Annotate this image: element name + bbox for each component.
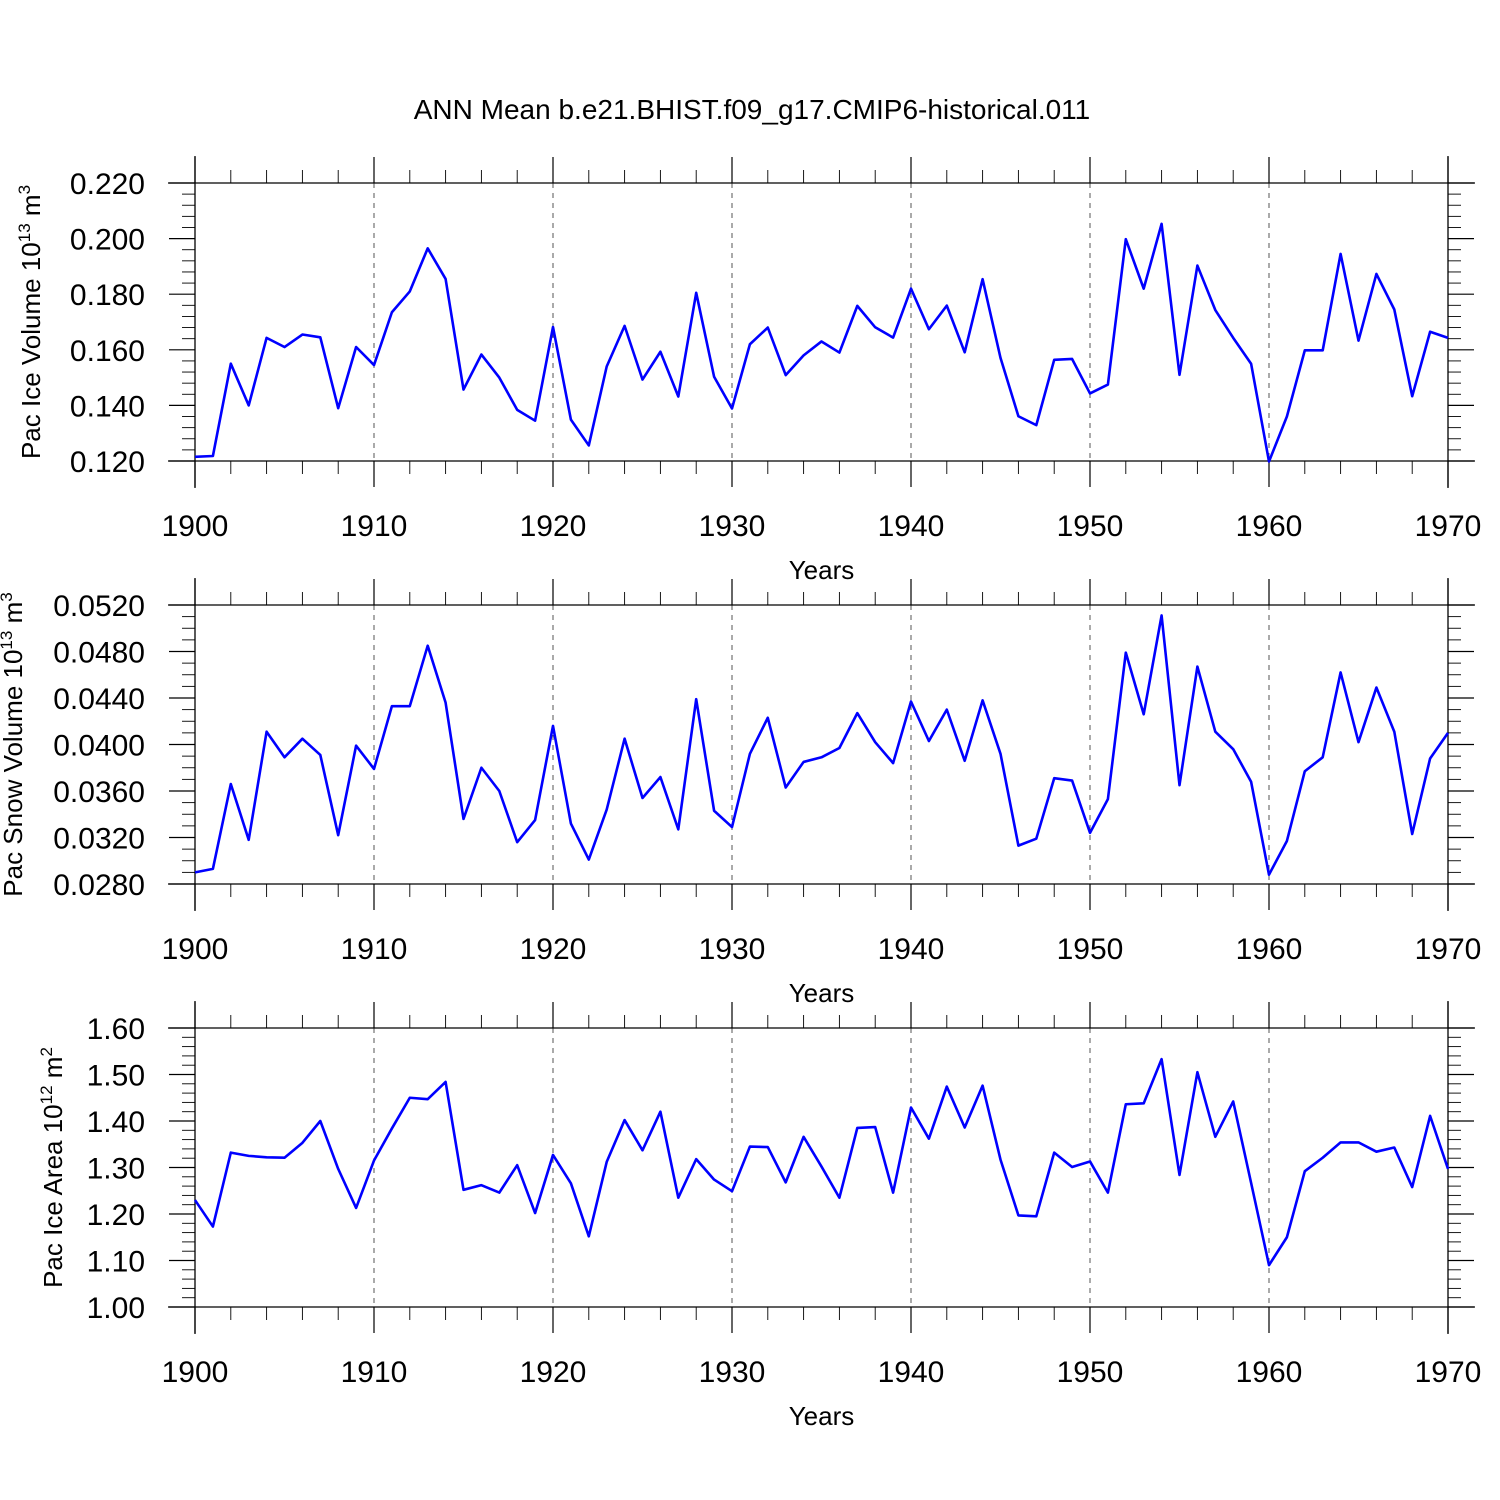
panel-ice-volume: 1900 1910 1920 1930 1940 1950 1960 1970 Years 0.1… xyxy=(15,156,1481,585)
x-tick-label: 1940 xyxy=(878,933,945,966)
x-tick-label: 1960 xyxy=(1236,933,1303,966)
y-tick-label: 0.0400 xyxy=(53,730,145,763)
y-tick-label: 0.140 xyxy=(70,390,145,423)
x-tick-label: 1920 xyxy=(520,933,587,966)
x-tick-label: 1940 xyxy=(878,1356,945,1389)
y-tick-label: 0.180 xyxy=(70,279,145,312)
y-tick-label: 1.30 xyxy=(87,1153,145,1186)
x-axis-title: Years xyxy=(789,978,855,1008)
y-tick-label: 0.0360 xyxy=(53,776,145,809)
y-tick-label: 0.200 xyxy=(70,224,145,257)
y-tick-label: 1.50 xyxy=(87,1060,145,1093)
x-tick-label: 1920 xyxy=(520,510,587,543)
x-tick-label: 1930 xyxy=(699,1356,766,1389)
x-axis-title: Years xyxy=(789,1401,855,1431)
y-tick-label: 1.00 xyxy=(87,1292,145,1325)
y-axis-title-exponent: 2 xyxy=(37,1047,56,1056)
x-tick-label: 1950 xyxy=(1057,510,1124,543)
y-tick-label: 1.60 xyxy=(87,1013,145,1046)
x-tick-label: 1900 xyxy=(162,510,229,543)
panel-ice-area: 1900 1910 1920 1930 1940 1950 1960 1970 Years 1.0… xyxy=(37,1001,1481,1431)
y-axis-title-part: m xyxy=(16,194,46,223)
y-axis-title-exponent: 3 xyxy=(15,185,34,194)
y-axis-title-exponent: 12 xyxy=(37,1085,56,1104)
y-axis-title-exponent: 13 xyxy=(0,631,16,650)
y-axis-title-part: m xyxy=(0,602,28,631)
x-tick-label: 1900 xyxy=(162,1356,229,1389)
x-tick-label: 1950 xyxy=(1057,1356,1124,1389)
x-tick-label: 1970 xyxy=(1415,510,1482,543)
figure-title: ANN Mean b.e21.BHIST.f09_g17.CMIP6-histo… xyxy=(414,94,1090,125)
y-axis-title-part: Pac Ice Area 10 xyxy=(38,1104,68,1288)
y-axis-title: Pac Ice Area 1012 m2 xyxy=(37,1047,68,1288)
y-tick-label: 0.160 xyxy=(70,335,145,368)
y-axis-title-exponent: 13 xyxy=(15,223,34,242)
y-axis-title-part: Pac Ice Volume 10 xyxy=(16,242,46,459)
x-tick-label: 1940 xyxy=(878,510,945,543)
series-line xyxy=(194,222,1449,463)
y-tick-label: 0.0520 xyxy=(53,590,145,623)
y-axis-title: Pac Snow Volume 1013 m3 xyxy=(0,592,28,896)
x-tick-label: 1920 xyxy=(520,1356,587,1389)
series-line xyxy=(194,614,1450,877)
y-tick-label: 1.10 xyxy=(87,1246,145,1279)
x-tick-label: 1930 xyxy=(699,510,766,543)
x-tick-label: 1910 xyxy=(341,933,408,966)
x-tick-label: 1970 xyxy=(1415,1356,1482,1389)
y-tick-label: 1.40 xyxy=(87,1106,145,1139)
y-tick-label: 1.20 xyxy=(87,1199,145,1232)
x-tick-label: 1910 xyxy=(341,1356,408,1389)
x-tick-label: 1910 xyxy=(341,510,408,543)
y-tick-label: 0.0280 xyxy=(53,869,145,902)
x-axis-title: Years xyxy=(789,555,855,585)
x-tick-label: 1950 xyxy=(1057,933,1124,966)
x-tick-label: 1960 xyxy=(1236,510,1303,543)
y-axis-title-part: m xyxy=(38,1057,68,1086)
y-tick-label: 0.0320 xyxy=(53,823,145,856)
y-tick-label: 0.120 xyxy=(70,446,145,479)
x-tick-label: 1930 xyxy=(699,933,766,966)
y-tick-label: 0.0440 xyxy=(53,683,145,716)
y-axis-title: Pac Ice Volume 1013 m3 xyxy=(15,185,46,459)
y-tick-label: 0.220 xyxy=(70,168,145,201)
y-axis-title-exponent: 3 xyxy=(0,592,16,601)
panel-snow-volume: 1900 1910 1920 1930 1940 1950 1960 1970 Years 0.0… xyxy=(0,578,1481,1008)
x-tick-label: 1960 xyxy=(1236,1356,1303,1389)
y-axis-title-part: Pac Snow Volume 10 xyxy=(0,650,28,897)
x-tick-label: 1900 xyxy=(162,933,229,966)
series-line xyxy=(193,1057,1450,1267)
y-tick-label: 0.0480 xyxy=(53,637,145,670)
x-tick-label: 1970 xyxy=(1415,933,1482,966)
